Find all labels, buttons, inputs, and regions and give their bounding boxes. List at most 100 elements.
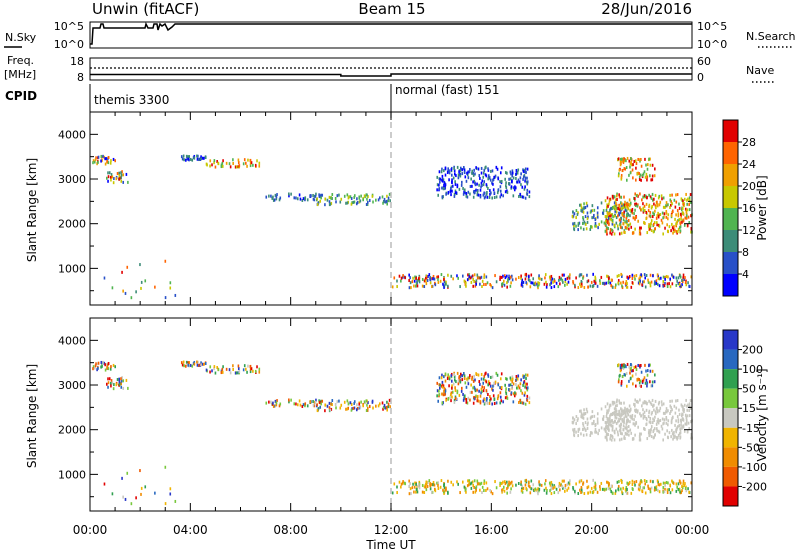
power-echo: [500, 166, 503, 170]
velocity-echo: [503, 480, 506, 484]
power-echo: [609, 197, 611, 201]
velocity-echo: [601, 417, 604, 421]
velocity-echo: [633, 365, 636, 369]
power-echo: [454, 180, 456, 184]
velocity-echo: [538, 489, 540, 493]
velocity-echo: [154, 491, 156, 495]
power-echo: [656, 282, 659, 286]
power-echo: [510, 281, 512, 285]
power-echo: [482, 183, 485, 187]
power-echo: [591, 204, 594, 208]
velocity-echo: [450, 392, 452, 396]
velocity-echo: [446, 376, 449, 380]
velocity-echo: [485, 389, 488, 393]
power-echo: [639, 158, 641, 162]
power-echo: [631, 163, 633, 167]
velocity-echo: [632, 369, 634, 373]
velocity-echo: [510, 391, 513, 395]
velocity-echo: [594, 485, 597, 489]
velocity-echo: [653, 427, 656, 431]
power-echo: [429, 277, 431, 281]
power-echo: [678, 218, 681, 222]
velocity-echo: [524, 373, 527, 377]
power-echo: [107, 171, 109, 175]
velocity-echo: [657, 402, 660, 406]
power-echo: [491, 286, 494, 290]
velocity-echo: [528, 481, 530, 485]
velocity-echo: [624, 426, 626, 430]
power-echo: [577, 286, 580, 290]
power-echo: [640, 164, 643, 168]
power-echo: [634, 159, 637, 163]
power-echo: [643, 170, 646, 174]
velocity-echo: [484, 372, 486, 376]
velocity-echo: [638, 384, 641, 388]
velocity-echo: [475, 394, 477, 398]
x-tick-label: 20:00: [574, 523, 609, 537]
velocity-echo: [521, 391, 524, 395]
velocity-echo: [614, 491, 617, 495]
power-echo: [387, 199, 390, 203]
power-echo: [96, 162, 98, 166]
power-echo: [525, 281, 528, 285]
velocity-echo: [457, 482, 459, 486]
power-echo: [446, 170, 449, 174]
power-echo: [656, 214, 659, 218]
velocity-echo: [558, 481, 561, 485]
velocity-echo: [583, 412, 585, 416]
power-echo: [680, 214, 682, 218]
power-echo: [609, 208, 611, 212]
velocity-echo: [586, 486, 589, 490]
velocity-echo: [594, 483, 597, 487]
power-echo: [154, 285, 156, 289]
power-echo: [220, 165, 223, 169]
power-echo: [494, 174, 497, 178]
power-echo: [566, 282, 568, 286]
power-echo: [685, 214, 688, 218]
power-ylabel: Slant Range [km]: [25, 158, 39, 262]
power-echo: [319, 199, 322, 203]
power-echo: [651, 192, 654, 196]
power-echo: [571, 214, 574, 218]
velocity-echo: [600, 426, 603, 430]
velocity-echo: [659, 482, 662, 486]
power-echo: [626, 203, 628, 207]
power-echo: [546, 283, 548, 287]
velocity-echo: [630, 363, 632, 367]
power-echo: [673, 229, 675, 233]
velocity-echo: [343, 400, 346, 404]
power-echo: [475, 279, 478, 283]
power-echo: [674, 205, 677, 209]
velocity-echo: [663, 418, 666, 422]
velocity-echo: [648, 420, 651, 424]
power-echo: [350, 202, 353, 206]
velocity-echo: [521, 401, 524, 405]
power-echo: [423, 279, 426, 283]
power-echo: [111, 286, 114, 290]
power-echo: [483, 191, 486, 195]
power-echo: [451, 189, 453, 193]
velocity-echo: [553, 485, 556, 489]
power-echo: [658, 284, 661, 288]
power-echo: [330, 201, 333, 205]
power-echo: [518, 194, 520, 198]
velocity-echo: [575, 422, 577, 426]
power-echo: [623, 229, 626, 233]
power-echo: [101, 158, 103, 162]
power-echo: [482, 171, 485, 175]
velocity-echo: [658, 400, 661, 404]
velocity-echo: [580, 412, 583, 416]
velocity-echo: [619, 431, 622, 435]
velocity-echo: [623, 416, 625, 420]
power-echo: [602, 209, 605, 213]
velocity-echo: [619, 366, 622, 370]
velocity-echo: [453, 378, 456, 382]
velocity-echo: [584, 411, 587, 415]
power-echo: [121, 270, 123, 274]
velocity-echo: [353, 401, 355, 405]
power-echo: [499, 189, 502, 193]
power-echo: [575, 209, 578, 213]
power-echo: [663, 284, 666, 288]
velocity-echo: [476, 396, 479, 400]
velocity-echo: [270, 400, 272, 404]
